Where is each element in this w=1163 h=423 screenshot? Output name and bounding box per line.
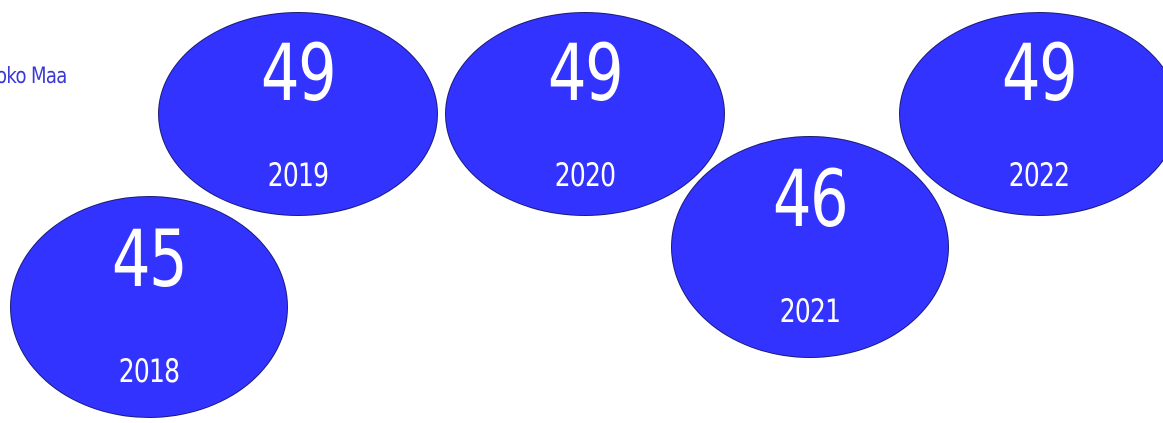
bubble-value-label: 49 xyxy=(260,29,337,119)
bubble-year-label: 2020 xyxy=(554,156,616,194)
bubble-value-label: 46 xyxy=(772,155,849,245)
bubble-value-label: 49 xyxy=(547,29,624,119)
bubble-value-label: 49 xyxy=(1001,29,1078,119)
bubble-year-label: 2019 xyxy=(267,156,329,194)
bubble-year-label: 2021 xyxy=(779,292,841,330)
bubble-2018: 45 2018 xyxy=(10,196,288,418)
bubble-2019: 49 2019 xyxy=(158,12,438,216)
partial-title-label: oko Maa xyxy=(0,64,67,89)
bubble-2020: 49 2020 xyxy=(445,12,725,216)
bubble-year-label: 2018 xyxy=(118,352,180,390)
corner-accent-decoration xyxy=(1130,0,1163,24)
bubble-year-label: 2022 xyxy=(1008,156,1070,194)
bubble-2021: 46 2021 xyxy=(671,136,949,358)
bubble-2022: 49 2022 xyxy=(899,12,1163,216)
bubble-value-label: 45 xyxy=(111,215,188,305)
